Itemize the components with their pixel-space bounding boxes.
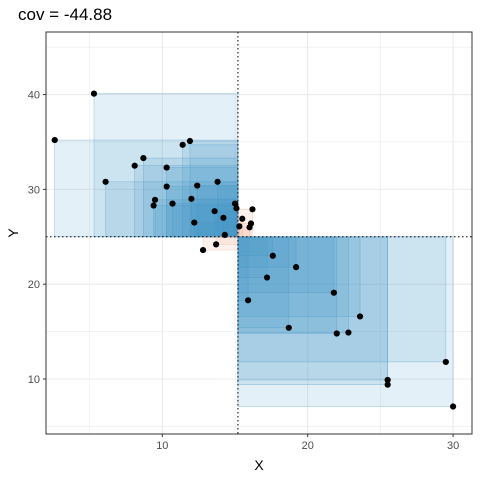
y-tick-label: 40 [28, 90, 40, 102]
data-point [384, 376, 391, 384]
data-point [191, 219, 198, 226]
data-point [194, 182, 201, 189]
negative-cov-rect [189, 140, 239, 238]
data-point [214, 178, 221, 185]
data-point [285, 324, 292, 331]
negative-cov-rect [237, 236, 388, 381]
data-point [151, 196, 159, 203]
data-point [330, 289, 337, 296]
positive-cov-rect [215, 236, 239, 245]
data-point [233, 205, 240, 212]
tick-layer: 10 20 30 10 20 30 40 [28, 90, 459, 452]
data-point [244, 297, 252, 304]
data-point [163, 164, 170, 171]
data-point [169, 200, 176, 207]
negative-cov-rect [166, 167, 239, 238]
data-point [163, 183, 170, 190]
x-tick-label: 10 [156, 440, 168, 452]
negative-cov-rect [237, 236, 454, 407]
data-point [384, 381, 391, 388]
data-point [247, 220, 255, 227]
data-point [199, 246, 207, 254]
data-point [449, 403, 457, 410]
data-point [239, 215, 246, 222]
data-point [150, 202, 157, 209]
y-tick-label: 20 [28, 279, 40, 291]
negative-cov-rect [237, 236, 388, 385]
data-point [345, 329, 352, 336]
negative-cov-rect [237, 236, 268, 278]
mean-line-layer [46, 32, 472, 434]
y-tick-label: 10 [28, 374, 40, 386]
data-point [102, 178, 109, 185]
data-point [220, 214, 227, 221]
negative-cov-rect [54, 139, 239, 238]
data-point [213, 241, 220, 248]
data-point [131, 162, 138, 169]
data-point [90, 90, 98, 97]
y-axis-title: Y [5, 228, 21, 238]
negative-cov-rect [237, 236, 338, 334]
x-tick-label: 30 [447, 440, 459, 452]
y-tick-label: 30 [28, 184, 40, 196]
data-point [442, 358, 449, 366]
covariance-rect-layer [54, 93, 454, 407]
negative-cov-rect [237, 236, 290, 329]
negative-cov-rect [166, 186, 239, 238]
point-layer [51, 90, 457, 410]
data-point [51, 136, 58, 144]
data-point [333, 330, 340, 337]
data-point [269, 252, 276, 259]
data-point [249, 206, 256, 213]
negative-cov-rect [172, 203, 239, 238]
panel-border [45, 31, 473, 435]
data-point [179, 141, 186, 148]
data-point [140, 154, 147, 162]
negative-cov-rect [134, 165, 239, 238]
data-point [231, 200, 239, 207]
data-point [211, 208, 218, 215]
data-point [292, 264, 300, 271]
data-point [356, 313, 364, 320]
data-point [236, 223, 243, 230]
grid-layer [46, 32, 472, 434]
x-axis-title: X [254, 457, 264, 473]
data-point [188, 195, 195, 202]
negative-cov-rect [191, 198, 239, 238]
chart-title: cov = -44.88 [18, 5, 113, 24]
data-point [221, 231, 228, 238]
negative-cov-rect [237, 236, 297, 268]
positive-cov-rect [202, 236, 239, 251]
x-tick-label: 20 [302, 440, 314, 452]
data-point [186, 137, 194, 145]
data-point [263, 274, 271, 281]
